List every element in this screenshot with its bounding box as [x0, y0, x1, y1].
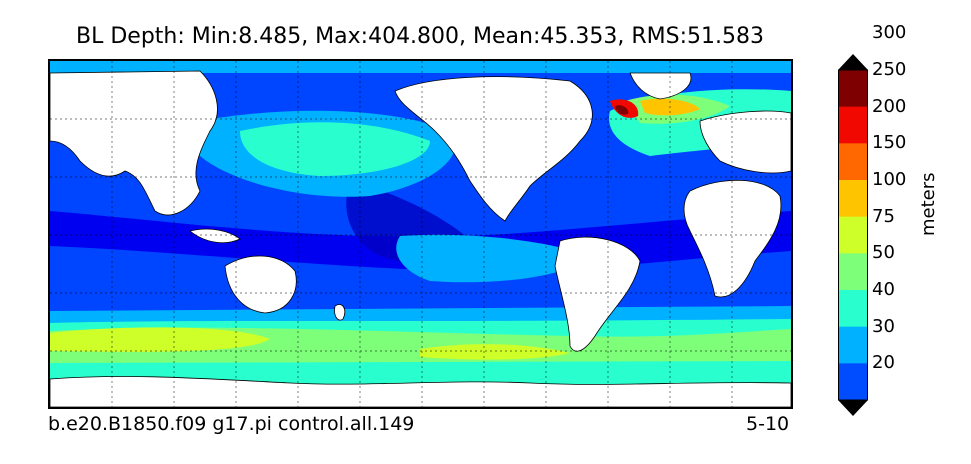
colorbar-tick-label: 20: [872, 352, 895, 374]
map-title: BL Depth: Min:8.485, Max:404.800, Mean:4…: [76, 24, 764, 49]
colorbar-tick-label: 150: [872, 132, 907, 154]
colorbar-segment: [838, 70, 868, 108]
europe-land: [699, 110, 791, 174]
colorbar-segment: [838, 253, 868, 291]
colorbar-extend-min: [838, 400, 868, 416]
new-zealand-land: [334, 304, 346, 321]
colorbar-segment: [838, 106, 868, 144]
colorbar-tick-label: 75: [872, 205, 895, 227]
indonesia-land: [189, 228, 241, 244]
south-america-land: [554, 236, 641, 352]
atlantic-sector-100: [420, 344, 570, 360]
colorbar-segment: [838, 143, 868, 181]
indian-sector-100: [50, 327, 270, 352]
antarctica-land: [50, 376, 791, 407]
grid-lines: [50, 61, 791, 407]
australia-land: [224, 255, 297, 314]
colorbar-tick-label: 100: [872, 169, 907, 190]
colorbar-tick-label: 250: [872, 59, 907, 80]
map-panel: [48, 59, 793, 409]
case-caption: b.e20.B1850.f09 g17.pi control.all.149: [48, 413, 415, 435]
asia-land: [50, 70, 218, 216]
land: [50, 70, 791, 407]
colorbar-segment: [838, 363, 868, 401]
colorbar-tick-label: 40: [872, 279, 895, 300]
colorbar-extend-max: [838, 54, 868, 70]
north-pacific-high: [240, 122, 430, 176]
north-america-land: [394, 76, 593, 222]
colorbar-label: meters: [918, 172, 939, 236]
africa-land: [683, 179, 782, 298]
colorbar-tick-label: 30: [872, 315, 895, 337]
colorbar-tick-label: 50: [872, 242, 895, 264]
south-pacific-mid: [396, 234, 590, 283]
colorbar: [838, 54, 868, 416]
colorbar-tick-label: 300: [872, 22, 907, 44]
greenland-land: [629, 72, 692, 100]
colorbar-segment: [838, 290, 868, 328]
colorbar-segment: [838, 216, 868, 254]
arctic-strip: [50, 61, 791, 73]
years-caption: 5-10: [746, 413, 790, 435]
colorbar-segment: [838, 326, 868, 364]
labrador-sea-max: [615, 105, 629, 115]
colorbar-segment: [838, 180, 868, 218]
map-svg: [50, 61, 791, 407]
colorbar-tick-label: 200: [872, 95, 907, 117]
